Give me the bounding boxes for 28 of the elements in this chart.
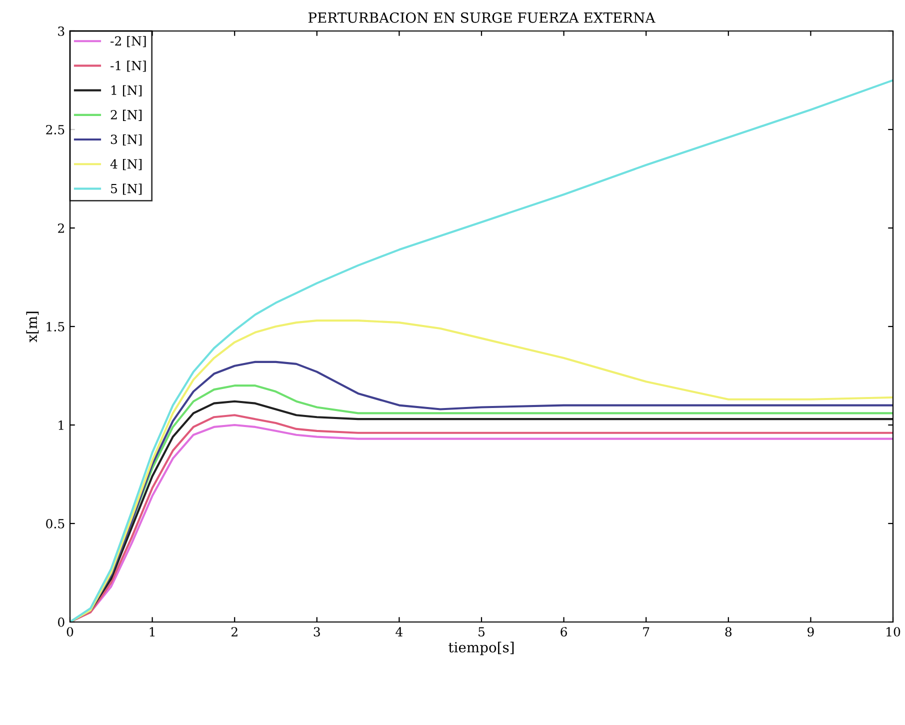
chart-title: PERTURBACION EN SURGE FUERZA EXTERNA bbox=[308, 12, 656, 23]
y-tick-label: 2 bbox=[58, 223, 64, 233]
legend-label: 2 [N] bbox=[110, 110, 142, 121]
x-tick-label: 2 bbox=[231, 627, 238, 636]
legend-label: 1 [N] bbox=[112, 85, 142, 96]
y-axis-title: x[m] bbox=[26, 312, 39, 342]
x-tick-label: 5 bbox=[478, 627, 485, 637]
x-tick-label: 8 bbox=[725, 627, 732, 637]
y-tick-label: 1.5 bbox=[46, 322, 64, 332]
x-tick-label: 4 bbox=[396, 627, 403, 636]
legend-label: 4 [N] bbox=[110, 158, 142, 170]
x-tick-label: 10 bbox=[886, 627, 900, 637]
legend-label: -2 [N] bbox=[110, 36, 146, 48]
x-tick-label: 3 bbox=[314, 627, 320, 637]
x-tick-label: 7 bbox=[643, 627, 650, 636]
x-tick-label: 1 bbox=[150, 627, 154, 636]
y-tick-label: 0 bbox=[58, 617, 64, 627]
y-tick-label: 0.5 bbox=[46, 518, 64, 528]
x-tick-label: 9 bbox=[808, 627, 814, 637]
legend-label: 3 [N] bbox=[110, 134, 142, 146]
legend-label: -1 [N] bbox=[110, 60, 146, 72]
y-tick-label: 1 bbox=[58, 420, 64, 430]
y-tick-label: 3 bbox=[58, 26, 64, 36]
y-tick-label: 2.5 bbox=[46, 124, 64, 134]
legend-label: 5 [N] bbox=[111, 184, 142, 195]
x-axis-title: tiempo[s] bbox=[448, 642, 514, 656]
x-tick-label: 0 bbox=[66, 627, 74, 637]
x-tick-label: 6 bbox=[560, 627, 567, 637]
